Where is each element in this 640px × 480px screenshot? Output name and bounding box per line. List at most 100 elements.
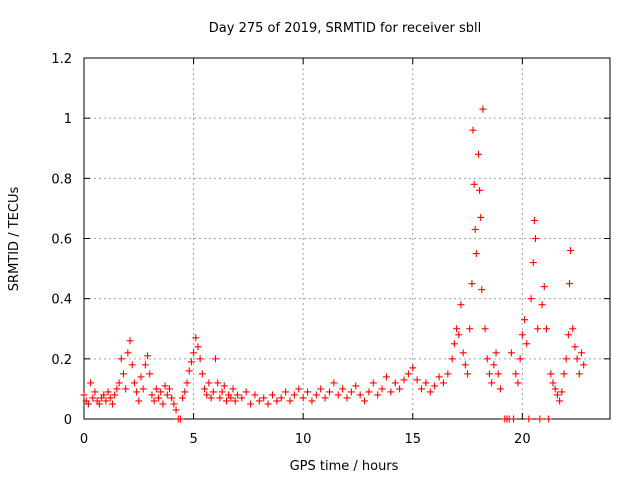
data-point bbox=[365, 388, 373, 396]
data-point bbox=[325, 388, 333, 396]
y-tick-label: 1.2 bbox=[51, 52, 72, 67]
data-point bbox=[343, 394, 351, 402]
data-point bbox=[476, 186, 484, 194]
data-point bbox=[218, 388, 226, 396]
data-point bbox=[233, 391, 241, 399]
data-point bbox=[455, 331, 463, 339]
data-point bbox=[400, 376, 408, 384]
data-point bbox=[87, 379, 95, 387]
data-point bbox=[387, 388, 395, 396]
data-point bbox=[483, 355, 491, 363]
data-point bbox=[530, 216, 538, 224]
data-point bbox=[128, 361, 136, 369]
data-point bbox=[547, 370, 555, 378]
data-point bbox=[472, 250, 480, 258]
x-tick-label: 0 bbox=[80, 432, 88, 447]
x-tick-label: 5 bbox=[189, 432, 197, 447]
data-point bbox=[361, 397, 369, 405]
data-point bbox=[516, 355, 524, 363]
data-point bbox=[247, 400, 255, 408]
data-point bbox=[172, 406, 180, 414]
data-point bbox=[187, 358, 195, 366]
data-point bbox=[190, 349, 198, 357]
data-point bbox=[299, 394, 307, 402]
data-point bbox=[198, 370, 206, 378]
data-point bbox=[205, 379, 213, 387]
data-point bbox=[478, 286, 486, 294]
data-point bbox=[242, 388, 250, 396]
data-point bbox=[413, 376, 421, 384]
data-point bbox=[404, 370, 412, 378]
data-point bbox=[575, 370, 583, 378]
data-point bbox=[485, 370, 493, 378]
data-point bbox=[374, 391, 382, 399]
data-point bbox=[102, 397, 110, 405]
data-point bbox=[144, 352, 152, 360]
data-point bbox=[150, 397, 158, 405]
data-point bbox=[523, 340, 531, 348]
data-point bbox=[450, 340, 458, 348]
data-point bbox=[573, 355, 581, 363]
data-point bbox=[481, 325, 489, 333]
data-point bbox=[565, 280, 573, 288]
data-point bbox=[471, 225, 479, 233]
data-point bbox=[464, 370, 472, 378]
data-point bbox=[113, 385, 121, 393]
data-point bbox=[201, 385, 209, 393]
data-point bbox=[119, 370, 127, 378]
data-point bbox=[560, 370, 568, 378]
data-point bbox=[494, 370, 502, 378]
data-point bbox=[439, 379, 447, 387]
x-axis-label: GPS time / hours bbox=[290, 459, 399, 474]
data-point bbox=[529, 259, 537, 267]
data-point bbox=[181, 388, 189, 396]
data-point bbox=[330, 379, 338, 387]
data-point bbox=[216, 394, 224, 402]
data-point bbox=[183, 379, 191, 387]
data-point bbox=[194, 343, 202, 351]
data-point bbox=[222, 397, 230, 405]
data-point bbox=[137, 373, 145, 381]
data-point bbox=[470, 180, 478, 188]
data-point bbox=[382, 373, 390, 381]
data-point bbox=[139, 385, 147, 393]
data-point bbox=[312, 391, 320, 399]
data-point bbox=[564, 331, 572, 339]
y-tick-label: 0 bbox=[64, 413, 72, 428]
data-point bbox=[477, 213, 485, 221]
data-point bbox=[104, 388, 112, 396]
data-point bbox=[490, 361, 498, 369]
data-point bbox=[152, 385, 160, 393]
data-point bbox=[124, 349, 132, 357]
data-point bbox=[527, 295, 535, 303]
data-point bbox=[84, 400, 92, 408]
data-point bbox=[578, 349, 586, 357]
data-point bbox=[308, 397, 316, 405]
y-tick-label: 0.4 bbox=[51, 293, 72, 308]
data-point bbox=[321, 394, 329, 402]
data-point bbox=[448, 355, 456, 363]
data-point bbox=[507, 349, 515, 357]
data-point bbox=[466, 325, 474, 333]
data-point bbox=[542, 325, 550, 333]
data-point bbox=[334, 391, 342, 399]
data-point bbox=[518, 331, 526, 339]
data-point bbox=[282, 388, 290, 396]
grid-lines bbox=[84, 58, 610, 419]
data-point bbox=[277, 394, 285, 402]
data-point bbox=[536, 415, 544, 423]
data-point bbox=[91, 388, 99, 396]
x-tick-label: 20 bbox=[514, 432, 531, 447]
data-point bbox=[378, 385, 386, 393]
chart-title: Day 275 of 2019, SRMTID for receiver sbl… bbox=[209, 21, 481, 36]
data-point bbox=[161, 382, 169, 390]
data-point bbox=[459, 349, 467, 357]
data-point bbox=[409, 364, 417, 372]
data-point bbox=[435, 373, 443, 381]
x-tick-label: 15 bbox=[404, 432, 421, 447]
data-point bbox=[220, 382, 228, 390]
data-point bbox=[567, 247, 575, 255]
data-point bbox=[457, 301, 465, 309]
y-tick-label: 0.6 bbox=[51, 233, 72, 248]
data-points bbox=[80, 105, 588, 423]
